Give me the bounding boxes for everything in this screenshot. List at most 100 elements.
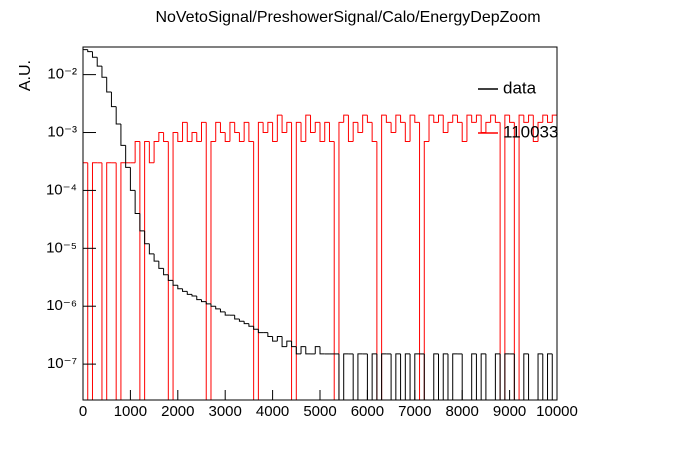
histogram-bin bbox=[196, 132, 202, 142]
histogram-bin bbox=[281, 336, 287, 348]
histogram-bin bbox=[542, 114, 548, 123]
histogram-bin bbox=[328, 122, 335, 142]
x-tick-label: 6000 bbox=[351, 403, 384, 420]
histogram-bin bbox=[442, 353, 448, 400]
histogram-bin bbox=[366, 115, 373, 123]
histogram-bin bbox=[314, 346, 320, 354]
histogram-bin bbox=[215, 306, 221, 310]
x-tick-label: 0 bbox=[79, 403, 87, 420]
histogram-bin bbox=[338, 121, 344, 400]
histogram-bin bbox=[485, 121, 491, 133]
histogram-bin bbox=[267, 332, 273, 337]
histogram-bin bbox=[414, 353, 420, 400]
histogram-bin bbox=[438, 114, 444, 123]
histogram-bin bbox=[281, 115, 287, 134]
histogram-bin bbox=[224, 132, 230, 142]
histogram-bin bbox=[257, 329, 264, 334]
histogram-bin bbox=[381, 353, 387, 400]
histogram-bin bbox=[205, 301, 211, 305]
histogram-bin bbox=[371, 122, 377, 142]
histogram-bin bbox=[509, 115, 515, 123]
histogram-bin bbox=[537, 353, 543, 400]
histogram-bin bbox=[248, 323, 254, 327]
histogram-bin bbox=[523, 115, 529, 123]
histogram-bin bbox=[381, 114, 387, 400]
histogram-bin bbox=[106, 162, 112, 400]
x-tick-label: 5000 bbox=[303, 403, 336, 420]
histogram-bin bbox=[414, 115, 420, 123]
histogram-bin bbox=[87, 49, 93, 53]
legend-label: data bbox=[503, 78, 537, 97]
histogram-bin bbox=[286, 340, 292, 347]
histogram-bin bbox=[210, 140, 216, 400]
histogram-bin bbox=[447, 121, 453, 133]
histogram-bin bbox=[551, 114, 557, 123]
histogram-bin bbox=[234, 122, 240, 134]
histogram-bin bbox=[409, 114, 415, 142]
histogram-bin bbox=[428, 114, 434, 142]
histogram-bin bbox=[400, 115, 406, 123]
histogram-bin bbox=[276, 114, 283, 142]
histogram-bin bbox=[442, 115, 448, 134]
histogram-bin bbox=[134, 140, 140, 163]
histogram-bin bbox=[158, 132, 164, 142]
histogram-bin bbox=[172, 132, 178, 400]
histogram-bin bbox=[494, 115, 501, 123]
x-tick-label: 10000 bbox=[536, 403, 578, 420]
histogram-bin bbox=[177, 132, 183, 142]
histogram-bin bbox=[253, 326, 259, 330]
histogram-bin bbox=[343, 114, 349, 123]
histogram-bin bbox=[475, 114, 482, 123]
histogram-bin bbox=[148, 243, 155, 255]
histogram-bin bbox=[186, 122, 193, 142]
histogram-bin bbox=[210, 303, 216, 307]
histogram-bin bbox=[471, 353, 477, 400]
histogram-bin bbox=[518, 114, 524, 400]
histogram-bin bbox=[395, 353, 401, 400]
histogram-bin bbox=[286, 121, 292, 133]
histogram-bin bbox=[224, 311, 230, 316]
histogram-bin bbox=[167, 274, 174, 281]
y-tick-label: 10⁻³ bbox=[47, 123, 77, 140]
histogram-bin bbox=[201, 299, 207, 303]
y-tick-label: 10⁻⁵ bbox=[46, 239, 77, 256]
chart-title: NoVetoSignal/PreshowerSignal/Calo/Energy… bbox=[155, 9, 540, 26]
histogram-bin bbox=[186, 291, 193, 295]
histogram-bin bbox=[158, 261, 164, 269]
histogram-bin bbox=[139, 213, 145, 232]
histogram-bin bbox=[433, 353, 439, 400]
histogram-bin bbox=[219, 308, 226, 313]
histogram-bin bbox=[456, 115, 463, 123]
histogram-bin bbox=[191, 132, 197, 142]
histogram-bin bbox=[291, 341, 297, 348]
histogram-bin bbox=[238, 319, 245, 322]
x-tick-label: 9000 bbox=[493, 403, 526, 420]
histogram-bin bbox=[148, 141, 155, 164]
x-tick-label: 8000 bbox=[446, 403, 479, 420]
histogram-bin bbox=[129, 167, 136, 191]
y-axis-label: A.U. bbox=[17, 60, 34, 91]
histogram-bin bbox=[120, 124, 126, 146]
histogram-bin bbox=[305, 114, 311, 142]
histogram-bin bbox=[106, 77, 112, 93]
histogram-bin bbox=[229, 121, 235, 142]
histogram-bin bbox=[537, 121, 543, 142]
histogram-bin bbox=[163, 268, 169, 276]
x-tick-label: 4000 bbox=[256, 403, 289, 420]
histogram-bin bbox=[504, 353, 510, 400]
histogram-bin bbox=[144, 230, 150, 245]
histogram-bin bbox=[357, 122, 363, 134]
y-tick-label: 10⁻² bbox=[47, 66, 77, 83]
histogram-bin bbox=[523, 353, 529, 400]
histogram-bin bbox=[300, 122, 306, 142]
histogram-bin bbox=[423, 140, 430, 400]
histogram-bin bbox=[272, 336, 278, 342]
histogram-bin bbox=[310, 115, 316, 134]
histogram-bin bbox=[276, 335, 283, 342]
histogram-bin bbox=[528, 114, 534, 123]
histogram-bin bbox=[352, 121, 358, 142]
histogram-bin bbox=[324, 121, 330, 142]
histogram-bin bbox=[480, 353, 486, 400]
histogram-bin bbox=[547, 115, 553, 123]
